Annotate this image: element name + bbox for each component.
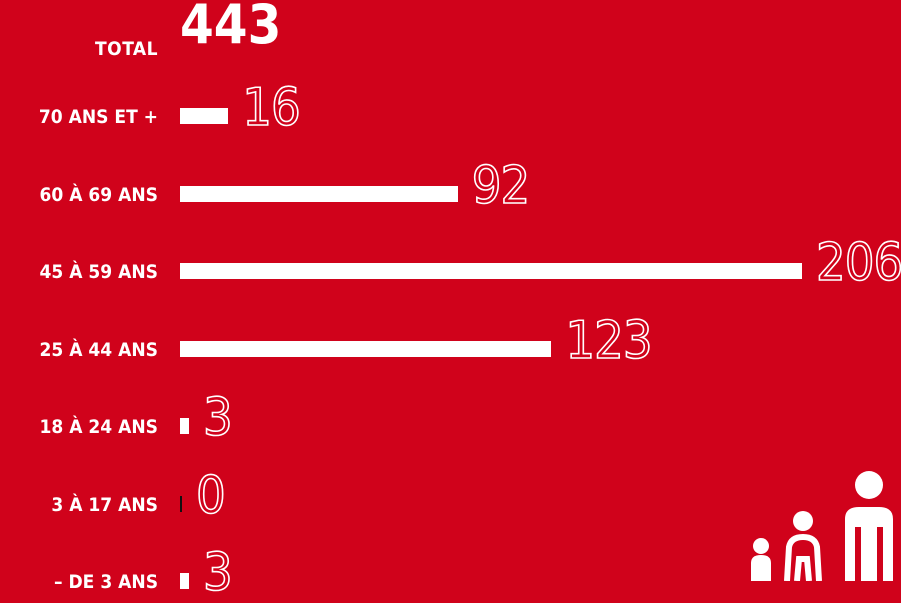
category-label: 18 À 24 ANS <box>39 416 159 438</box>
category-label: 45 À 59 ANS <box>39 261 159 283</box>
category-label: – DE 3 ANS <box>54 571 158 593</box>
value-label: 92 <box>471 155 531 216</box>
value-label: 123 <box>565 310 654 371</box>
total-label: TOTAL <box>95 38 158 60</box>
bar <box>180 185 458 202</box>
bar <box>180 418 190 434</box>
category-label: 60 À 69 ANS <box>39 183 159 206</box>
value-label: 3 <box>202 543 233 603</box>
bar <box>180 573 190 589</box>
family-icon <box>751 471 893 581</box>
category-label: 70 ANS ET + <box>38 106 158 128</box>
value-label: 206 <box>815 233 901 293</box>
bar <box>180 108 229 124</box>
value-label: 0 <box>195 465 226 526</box>
bar <box>180 263 802 279</box>
total-value: 443 <box>180 0 282 56</box>
category-label: 25 À 44 ANS <box>39 338 159 361</box>
value-label: 3 <box>202 388 233 448</box>
category-label: 3 À 17 ANS <box>51 493 158 516</box>
value-label: 16 <box>242 78 302 138</box>
bar <box>180 495 182 512</box>
bar <box>180 340 552 357</box>
